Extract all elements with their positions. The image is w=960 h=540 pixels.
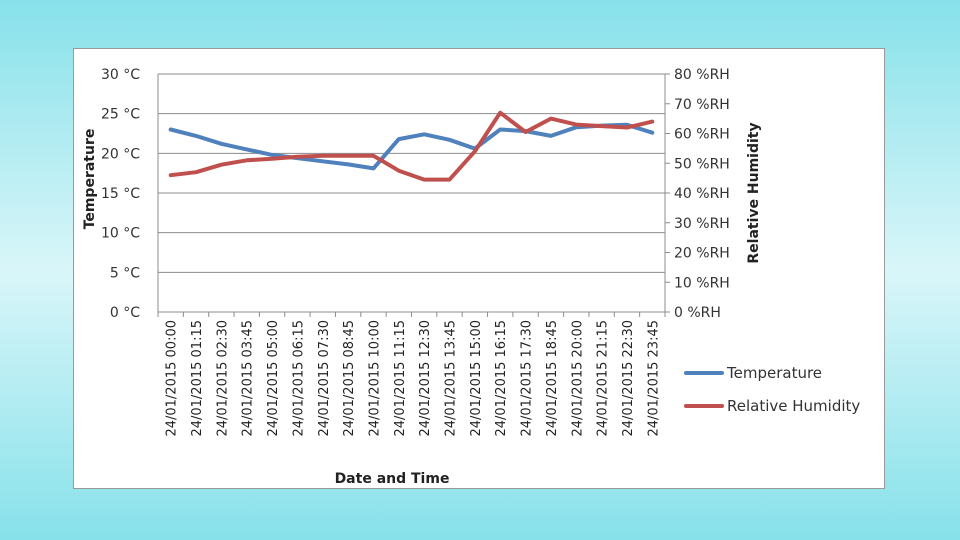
x-tick-label: 24/01/2015 07:30 <box>317 320 332 437</box>
x-tick-label: 24/01/2015 22:30 <box>621 320 636 437</box>
x-tick-label: 24/01/2015 05:00 <box>266 320 281 437</box>
right-axis-tick-labels: 0 %RH 10 %RH 20 %RH 30 %RH 40 %RH 50 %RH 60 %R… <box>674 67 730 321</box>
y-tick-label: 30 °C <box>101 67 140 83</box>
x-tick-label: 24/01/2015 08:45 <box>342 320 357 437</box>
y2-tick-label: 60 %RH <box>674 127 730 143</box>
x-tick-label: 24/01/2015 15:00 <box>469 320 484 437</box>
legend-label-relative-humidity: Relative Humidity <box>727 397 860 415</box>
legend-label-temperature: Temperature <box>726 364 822 382</box>
x-axis-title: Date and Time <box>335 471 450 487</box>
y2-tick-label: 50 %RH <box>674 156 730 172</box>
x-tick-label: 24/01/2015 10:00 <box>367 320 382 437</box>
series-line-relative-humidity <box>168 110 655 182</box>
y2-tick-label: 30 %RH <box>674 216 730 232</box>
x-tick-label: 24/01/2015 16:15 <box>494 320 509 437</box>
x-tick-label: 24/01/2015 03:45 <box>241 320 256 437</box>
chart-frame: 0 °C 5 °C 10 °C 15 °C 20 °C 25 °C 30 °C 0 %RH 1… <box>73 48 885 489</box>
x-tick-label: 24/01/2015 00:00 <box>165 320 180 437</box>
y-axis-title: Temperature <box>82 129 98 230</box>
y-tick-label: 20 °C <box>101 146 140 162</box>
x-tick-label: 24/01/2015 13:45 <box>444 320 459 437</box>
y2-tick-label: 80 %RH <box>674 67 730 83</box>
y2-tick-label: 10 %RH <box>674 275 730 291</box>
line-chart: 0 °C 5 °C 10 °C 15 °C 20 °C 25 °C 30 °C 0 %RH 1… <box>82 67 860 487</box>
y2-axis-title: Relative Humidity <box>746 122 762 263</box>
y2-tick-label: 40 %RH <box>674 186 730 202</box>
y-tick-label: 25 °C <box>101 107 140 123</box>
y-tick-label: 0 °C <box>110 305 140 321</box>
x-axis-tick-labels: 24/01/2015 00:00 24/01/2015 01:15 24/01/20… <box>165 320 662 437</box>
x-tick-label: 24/01/2015 06:15 <box>291 320 306 437</box>
left-axis-tick-labels: 0 °C 5 °C 10 °C 15 °C 20 °C 25 °C 30 °C <box>101 67 140 321</box>
x-tick-label: 24/01/2015 21:15 <box>596 320 611 437</box>
y2-tick-label: 20 %RH <box>674 246 730 262</box>
x-tick-label: 24/01/2015 11:15 <box>393 320 408 437</box>
x-tick-label: 24/01/2015 20:00 <box>570 320 585 437</box>
series-line-temperature <box>168 122 655 171</box>
axes <box>157 73 670 317</box>
y-tick-label: 15 °C <box>101 186 140 202</box>
y2-tick-label: 0 %RH <box>674 305 721 321</box>
x-tick-label: 24/01/2015 01:15 <box>190 320 205 437</box>
series-lines <box>168 110 655 182</box>
y-tick-label: 5 °C <box>110 265 140 281</box>
x-tick-label: 24/01/2015 23:45 <box>646 320 661 437</box>
legend: Temperature Relative Humidity <box>684 364 860 415</box>
gridlines <box>158 73 665 273</box>
y2-tick-label: 70 %RH <box>674 97 730 113</box>
x-tick-label: 24/01/2015 18:45 <box>545 320 560 437</box>
x-tick-label: 24/01/2015 17:30 <box>520 320 535 437</box>
x-tick-label: 24/01/2015 02:30 <box>215 320 230 437</box>
y-tick-label: 10 °C <box>101 226 140 242</box>
x-tick-label: 24/01/2015 12:30 <box>418 320 433 437</box>
